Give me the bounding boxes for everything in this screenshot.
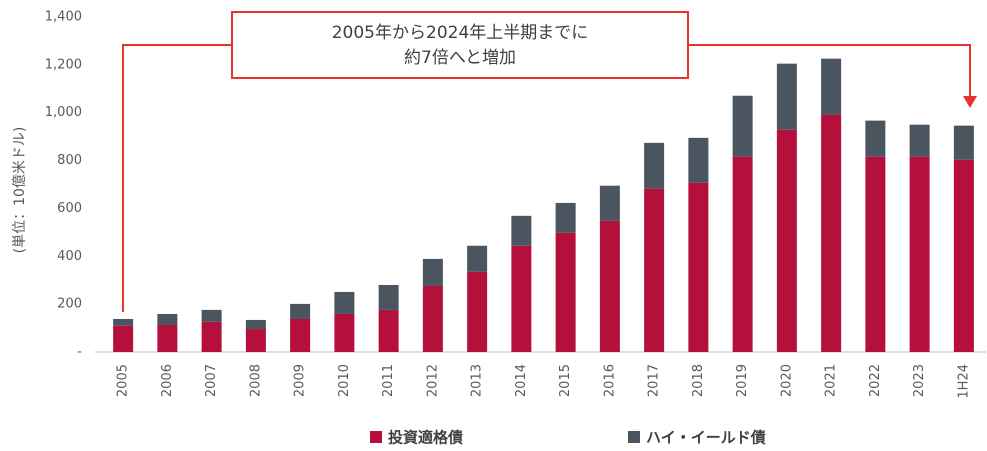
legend-label: 投資適格債 [388,429,463,447]
annotation-text: 2005年から2024年上半期までに [332,23,589,43]
bar-segment [776,63,797,130]
bar-segment [422,258,443,286]
bar-segment [290,318,311,352]
y-tick-label: 200 [57,297,82,312]
x-tick-label: 2017 [647,364,662,397]
bar-segment [776,129,797,352]
bar-segment [555,202,576,233]
bar-segment [555,232,576,352]
x-tick-label: 2023 [912,364,927,397]
bar-segment [511,215,532,246]
bar-segment [113,325,134,352]
x-tick-label: 2009 [293,364,308,397]
x-tick-label: 1H24 [956,364,971,399]
bar-segment [290,303,311,319]
x-tick-label: 2012 [425,364,440,397]
x-tick-label: 2013 [470,364,485,397]
bar-segment [422,285,443,352]
bar-segment [732,156,753,352]
x-tick-label: 2020 [779,364,794,397]
y-tick-label: 1,000 [45,105,82,120]
bar-segment [909,156,930,352]
bar-segment [688,137,709,183]
bar-segment [688,182,709,352]
bar-segment [865,120,886,157]
x-tick-label: 2015 [558,364,573,397]
bar-segment [334,291,355,314]
y-axis-label: (単位：10億米ドル) [12,127,28,254]
bar-segment [201,309,222,322]
x-tick-label: 2007 [204,364,219,397]
x-tick-label: 2011 [381,364,396,397]
y-tick-label: 1,200 [45,57,82,72]
annotation-bracket [122,11,971,312]
bar-segment [865,156,886,352]
bar-segment [378,285,399,310]
bar-segment [821,58,842,115]
bar-segment [732,95,753,157]
legend-swatch [628,431,640,443]
bar-segment [378,309,399,352]
bracket-left [122,44,232,312]
bar-segment [245,319,266,330]
bar-segment [599,220,620,352]
x-tick-label: 2014 [514,364,529,397]
bar-segment [467,245,488,272]
annotation-box [231,11,689,79]
bar-segment [909,124,930,157]
bar-segment [157,324,178,352]
y-tick-label: 600 [57,201,82,216]
y-tick-label: - [77,345,82,360]
x-tick-label: 2021 [824,364,839,397]
annotation-text: 約7倍へと増加 [404,48,516,68]
x-tick-label: 2010 [337,364,352,397]
bar-segment [511,245,532,352]
bar-segment [953,125,974,160]
y-tick-label: 1,400 [45,10,82,25]
bar-segment [467,271,488,352]
bar-segment [821,114,842,352]
y-tick-label: 400 [57,249,82,264]
bar-segment [157,313,178,325]
x-tick-label: 2005 [116,364,131,397]
bar-segment [113,318,134,326]
x-tick-label: 2016 [602,364,617,397]
bracket-right [688,44,971,98]
legend-swatch [370,431,382,443]
bar-segment [201,321,222,352]
x-tick-label: 2018 [691,364,706,397]
x-tick-label: 2022 [868,364,883,397]
legend-label: ハイ・イールド債 [646,429,766,447]
bar-segment [599,185,620,221]
x-tick-label: 2006 [160,364,175,397]
bar-segment [334,313,355,352]
x-tick-label: 2008 [248,364,263,397]
y-tick-label: 800 [57,153,82,168]
bar-segment [245,329,266,352]
bar-segment [644,142,665,189]
bar-segment [644,188,665,352]
x-tick-label: 2019 [735,364,750,397]
arrow-head [963,96,977,108]
bar-segment [953,159,974,352]
